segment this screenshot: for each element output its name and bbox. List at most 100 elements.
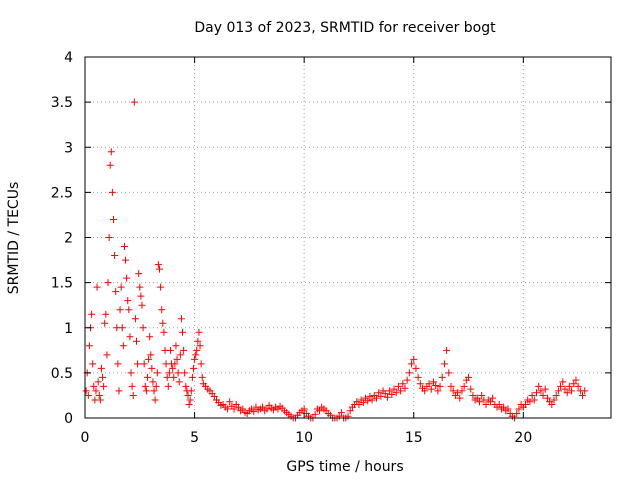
data-point [114, 360, 122, 368]
data-point [94, 378, 102, 386]
data-point [84, 391, 92, 399]
data-point [149, 378, 157, 386]
data-point [557, 382, 565, 390]
data-point [101, 319, 109, 327]
data-point [134, 360, 142, 368]
data-point [405, 369, 413, 377]
data-point [561, 385, 569, 393]
data-point [182, 382, 190, 390]
data-point [300, 405, 308, 413]
data-point [421, 387, 429, 395]
data-point [548, 400, 556, 408]
data-point [137, 292, 145, 300]
data-point [476, 398, 483, 406]
data-point [234, 403, 242, 411]
y-axis-label: SRMTID / TECUs [6, 182, 22, 295]
data-point [570, 380, 578, 388]
data-point [106, 161, 114, 169]
data-point [175, 378, 183, 386]
y-tick-label: 3 [64, 140, 73, 156]
data-point [456, 394, 464, 402]
data-point [434, 387, 442, 395]
data-point [445, 369, 453, 377]
data-point [440, 360, 448, 368]
data-point [92, 387, 100, 395]
data-point [196, 342, 204, 350]
data-point [119, 342, 127, 350]
data-point [388, 391, 396, 399]
data-point [355, 400, 363, 408]
x-tick-label: 5 [190, 430, 199, 446]
data-point [383, 393, 391, 401]
data-point [117, 283, 125, 291]
data-point [185, 400, 193, 408]
data-point [528, 391, 536, 399]
data-point [184, 391, 192, 399]
data-point [344, 412, 352, 420]
data-point [102, 310, 110, 318]
data-point [147, 351, 155, 359]
data-point [550, 396, 558, 404]
data-point [160, 328, 168, 336]
data-point [133, 337, 141, 345]
data-point [153, 369, 161, 377]
data-point [108, 188, 116, 196]
data-point [554, 387, 562, 395]
data-point [166, 346, 174, 354]
data-point [99, 373, 107, 381]
data-point [159, 319, 167, 327]
data-point [226, 398, 234, 406]
ticks [84, 56, 611, 419]
y-tick-label: 2 [64, 231, 73, 247]
data-point [377, 392, 385, 400]
data-point [465, 373, 473, 381]
data-point [482, 400, 490, 408]
y-tick-label: 1.5 [51, 276, 73, 292]
data-point [174, 369, 182, 377]
data-point [526, 398, 534, 406]
data-point [259, 403, 267, 411]
data-point [171, 360, 179, 368]
data-point [368, 396, 376, 404]
data-point [495, 400, 503, 408]
data-point [97, 364, 105, 372]
data-point [427, 385, 435, 393]
data-point [179, 328, 187, 336]
data-point [146, 333, 154, 341]
data-point [572, 376, 580, 384]
x-tick-labels: 0 5 10 15 20 [81, 430, 533, 446]
data-point [192, 351, 200, 359]
data-point [89, 360, 97, 368]
data-point [194, 337, 202, 345]
data-point [366, 392, 374, 400]
data-point [107, 148, 115, 156]
data-point [125, 306, 133, 314]
data-point [128, 382, 136, 390]
data-point [124, 297, 132, 305]
data-point [150, 387, 158, 395]
data-point [188, 373, 196, 381]
data-point [165, 369, 173, 377]
data-point [163, 373, 171, 381]
data-point [416, 380, 424, 388]
data-point [169, 364, 177, 372]
data-point [187, 387, 195, 395]
data-point [449, 387, 457, 395]
data-point [172, 342, 180, 350]
data-point [103, 351, 111, 359]
data-point [454, 389, 462, 397]
chart-title: Day 013 of 2023, SRMTID for receiver bog… [194, 20, 496, 36]
data-point [335, 412, 343, 420]
data-point [127, 369, 135, 377]
data-point [543, 394, 551, 402]
data-point [432, 382, 440, 390]
y-tick-label: 1 [64, 321, 73, 337]
data-point [154, 261, 162, 269]
data-point [568, 387, 576, 395]
data-point [198, 373, 206, 381]
data-point [574, 382, 582, 390]
data-point [559, 378, 567, 386]
data-point [126, 333, 134, 341]
x-tick-label: 10 [295, 430, 313, 446]
data-point [513, 409, 521, 417]
